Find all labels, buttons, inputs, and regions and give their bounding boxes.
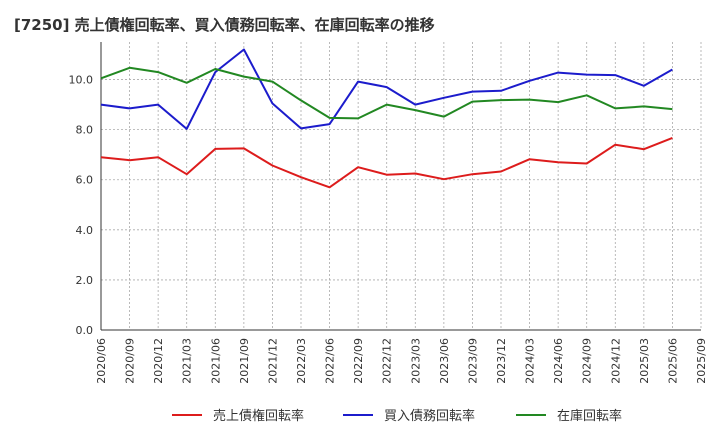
x-tick-label: 2025/06 — [666, 338, 679, 384]
x-tick-label: 2021/03 — [181, 338, 194, 384]
series-lines — [100, 48, 673, 189]
x-tick-label: 2023/09 — [466, 338, 479, 384]
legend: 売上債権回転率 買入債務回転率 在庫回転率 — [172, 408, 622, 424]
plot-area — [101, 42, 701, 330]
x-tick-label: 2024/12 — [609, 338, 622, 384]
x-tick-label: 2024/06 — [552, 338, 565, 384]
y-tick-label: 2.0 — [76, 274, 94, 287]
x-tick-label: 2022/12 — [381, 338, 394, 384]
series-line-1 — [100, 136, 673, 189]
x-tick-label: 2020/09 — [124, 338, 137, 384]
y-tick-label: 10.0 — [69, 74, 94, 87]
x-tick-label: 2023/06 — [438, 338, 451, 384]
x-tick-label: 2023/12 — [495, 338, 508, 384]
y-tick-label: 4.0 — [76, 224, 94, 237]
y-tick-label: 6.0 — [76, 174, 94, 187]
series-line-2 — [100, 48, 673, 130]
series-line-3 — [100, 66, 673, 120]
y-tick-label: 0.0 — [76, 324, 94, 337]
x-tick-label: 2022/09 — [352, 338, 365, 384]
chart-title: [7250] 売上債権回転率、買入債務回転率、在庫回転率の推移 — [14, 16, 435, 34]
axes: 0.0 2.0 4.0 6.0 8.0 10.0 2020/06 2020/09 2020/12… — [69, 42, 708, 384]
x-tick-label: 2025/03 — [638, 338, 651, 384]
x-tick-label: 2021/06 — [209, 338, 222, 384]
x-tick-label: 2020/12 — [152, 338, 165, 384]
legend-label-3: 在庫回転率 — [557, 408, 622, 424]
x-tick-label: 2021/12 — [266, 338, 279, 384]
y-tick-label: 8.0 — [76, 124, 94, 137]
x-tick-label: 2023/03 — [409, 338, 422, 384]
x-tick-label: 2021/09 — [238, 338, 251, 384]
x-tick-label: 2020/06 — [95, 338, 108, 384]
x-tick-label: 2025/09 — [695, 338, 708, 384]
x-tick-label: 2024/03 — [524, 338, 537, 384]
legend-label-1: 売上債権回転率 — [213, 408, 304, 424]
x-tick-label: 2022/06 — [324, 338, 337, 384]
x-tick-label: 2022/03 — [295, 338, 308, 384]
legend-label-2: 買入債務回転率 — [384, 408, 475, 424]
x-tick-label: 2024/09 — [581, 338, 594, 384]
